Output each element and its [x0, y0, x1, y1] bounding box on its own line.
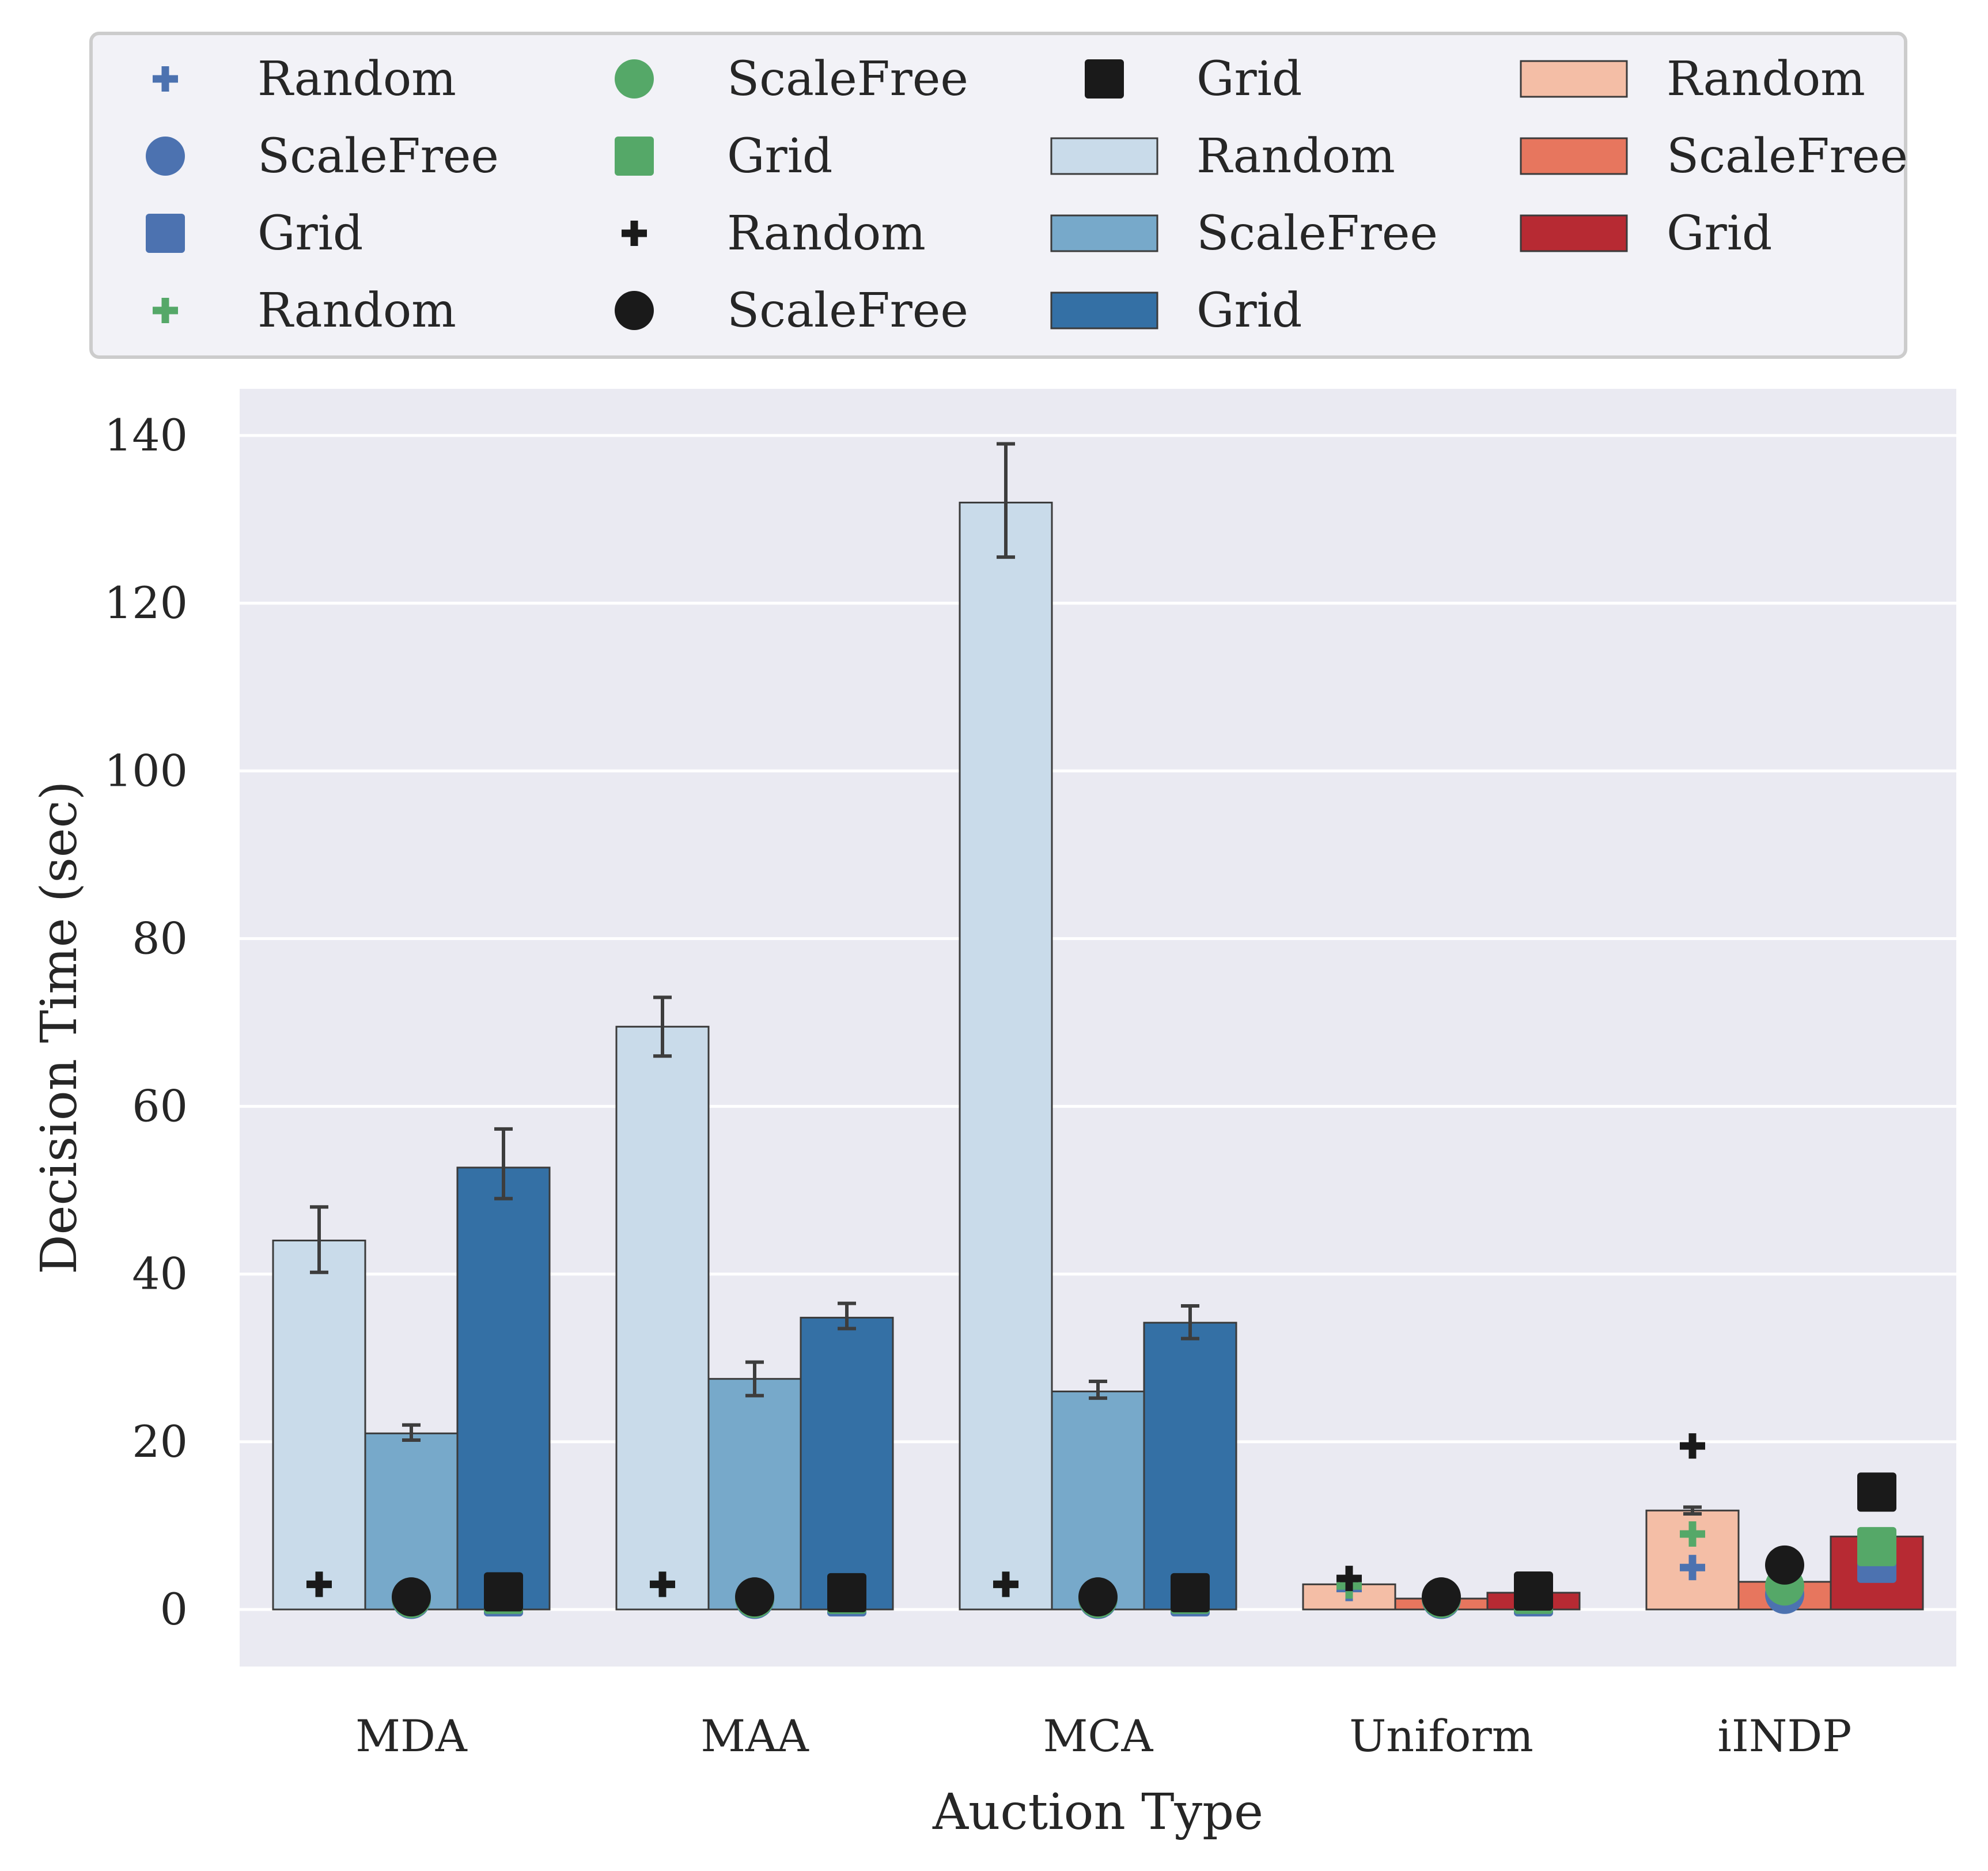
legend-label: Random [1667, 52, 1865, 107]
y-tick-label: 100 [104, 745, 188, 796]
bar [615, 1025, 710, 1611]
error-bar [402, 1423, 421, 1442]
point-marker [1514, 1571, 1553, 1611]
y-tick-label: 0 [160, 1584, 188, 1635]
y-tick-label: 60 [132, 1081, 188, 1132]
bar [1143, 1321, 1237, 1611]
legend-swatch [1050, 137, 1158, 175]
legend-label: Random [258, 283, 456, 338]
legend-swatch [1520, 137, 1628, 175]
y-tick-labels: 0 20 40 60 80 100 120 140 [104, 410, 188, 1635]
x-tick-label: MAA [700, 1710, 809, 1762]
legend-label: Grid [727, 129, 832, 184]
x-tick-label: MCA [1043, 1710, 1154, 1762]
legend-marker [153, 66, 178, 92]
x-tick-labels: MDA MAA MCA Uniform iINDP [355, 1710, 1851, 1762]
point-marker [993, 1571, 1018, 1597]
y-tick-label: 120 [104, 577, 188, 628]
point-marker [484, 1572, 523, 1612]
bar [1051, 1391, 1145, 1611]
x-tick-label: MDA [355, 1710, 468, 1762]
legend-label: ScaleFree [258, 129, 499, 184]
point-marker [1422, 1577, 1461, 1617]
legend-marker [146, 137, 185, 176]
y-tick-label: 80 [132, 912, 188, 964]
point-marker [1078, 1577, 1118, 1617]
point-marker [1857, 1472, 1896, 1512]
legend-label: ScaleFree [1667, 129, 1908, 184]
point-marker [1680, 1433, 1705, 1459]
point-marker [1171, 1573, 1210, 1612]
point-marker [1680, 1521, 1705, 1547]
bar [456, 1166, 551, 1611]
x-tick-label: Uniform [1349, 1710, 1533, 1762]
point-marker [735, 1577, 774, 1617]
legend-label: Random [1196, 129, 1395, 184]
bar [959, 501, 1053, 1611]
point-marker [1680, 1555, 1705, 1581]
legend-marker [153, 298, 178, 323]
point-marker [1765, 1545, 1804, 1585]
point-marker [392, 1577, 431, 1617]
bar [272, 1239, 366, 1611]
legend-label: ScaleFree [727, 52, 968, 107]
y-tick-label: 40 [132, 1248, 188, 1300]
legend-marker [615, 59, 654, 99]
point-marker [650, 1571, 675, 1597]
error-bar [653, 995, 672, 1058]
y-tick-label: 140 [104, 410, 188, 461]
legend-swatch [1520, 214, 1628, 252]
legend-label: Grid [1196, 283, 1302, 338]
legend-swatch [1050, 291, 1158, 329]
error-bar [310, 1205, 328, 1274]
error-bar [494, 1127, 513, 1200]
error-bar [997, 442, 1015, 559]
legend-label: Grid [1667, 206, 1772, 261]
legend-swatch [1050, 214, 1158, 252]
points [306, 1433, 1896, 1619]
x-tick-label: iINDP [1718, 1710, 1852, 1762]
error-bar [1683, 1505, 1702, 1516]
legend-label: Grid [1196, 52, 1302, 107]
legend-label: ScaleFree [1196, 206, 1438, 261]
legend-marker [615, 291, 654, 330]
gridlines [240, 434, 1956, 1611]
legend-marker [146, 214, 185, 253]
error-bar [1181, 1304, 1199, 1340]
legend-marker [615, 137, 654, 176]
point-marker [1857, 1527, 1896, 1566]
point-marker [1336, 1566, 1362, 1592]
legend-marker [622, 221, 647, 246]
bar [707, 1378, 802, 1611]
error-bar [745, 1360, 764, 1397]
bar [800, 1316, 894, 1611]
legend-marker [1085, 59, 1124, 99]
y-tick-label: 20 [132, 1416, 188, 1467]
legend-swatch [1520, 60, 1628, 98]
error-bar [1089, 1380, 1107, 1400]
legend-label: Grid [258, 206, 363, 261]
y-axis-label: Decision Time (sec) [31, 781, 88, 1275]
legend-frame [89, 32, 1907, 359]
legend-label: Random [727, 206, 926, 261]
legend-label: Random [258, 52, 456, 107]
error-bar [838, 1301, 856, 1331]
point-marker [306, 1571, 332, 1597]
x-axis-label: Auction Type [932, 1783, 1263, 1841]
legend: Random ScaleFree Grid Random ScaleFree Grid Ra… [89, 32, 1908, 359]
point-marker [827, 1573, 866, 1612]
legend-label: ScaleFree [727, 283, 968, 338]
